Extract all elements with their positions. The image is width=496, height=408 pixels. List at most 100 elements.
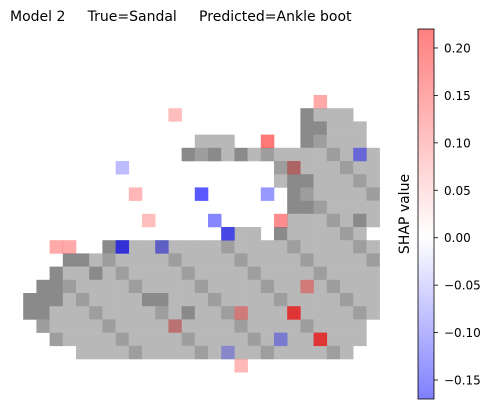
image-pixel <box>221 345 235 360</box>
image-pixel <box>340 174 354 188</box>
image-pixel <box>260 319 275 333</box>
image-pixel <box>142 345 156 360</box>
image-pixel <box>260 332 275 347</box>
image-pixel <box>142 306 156 320</box>
image-pixel <box>155 279 169 294</box>
image-pixel <box>142 319 156 333</box>
image-pixel <box>181 266 196 281</box>
image-pixel <box>353 266 367 281</box>
image-pixel <box>300 253 314 267</box>
shap-pixel <box>208 213 222 228</box>
image-pixel <box>313 319 328 333</box>
image-pixel <box>23 293 37 307</box>
image-pixel <box>62 319 77 333</box>
colorbar-tick-label: −0.10 <box>444 326 481 340</box>
image-pixel <box>300 306 314 320</box>
image-pixel <box>366 306 380 320</box>
image-pixel <box>260 266 275 281</box>
image-pixel <box>300 332 314 347</box>
image-pixel <box>300 161 314 175</box>
image-pixel <box>208 293 222 307</box>
image-pixel <box>326 108 341 122</box>
image-pixel <box>247 306 262 320</box>
image-pixel <box>353 147 367 162</box>
image-pixel <box>287 279 301 294</box>
image-pixel <box>247 240 262 254</box>
image-pixel <box>142 240 156 254</box>
image-pixel <box>353 227 367 241</box>
image-pixel <box>168 345 182 360</box>
image-pixel <box>287 174 301 188</box>
colorbar-tick-label: −0.15 <box>444 374 481 388</box>
image-pixel <box>353 187 367 201</box>
image-pixel <box>76 293 90 307</box>
image-pixel <box>353 174 367 188</box>
shap-pixel <box>49 240 64 254</box>
image-pixel <box>247 293 262 307</box>
image-pixel <box>274 161 288 175</box>
image-pixel <box>274 174 288 188</box>
image-pixel <box>128 266 143 281</box>
image-pixel <box>128 240 143 254</box>
image-pixel <box>194 240 209 254</box>
image-pixel <box>128 293 143 307</box>
shap-pixel <box>168 319 182 333</box>
image-pixel <box>260 240 275 254</box>
shap-pixel <box>300 279 314 294</box>
image-pixel <box>36 279 50 294</box>
shap-pixel <box>313 332 328 347</box>
image-pixel <box>49 319 64 333</box>
image-pixel <box>208 266 222 281</box>
image-pixel <box>194 266 209 281</box>
shap-pixel <box>115 161 130 175</box>
image-pixel <box>128 332 143 347</box>
image-pixel <box>76 266 90 281</box>
image-pixel <box>366 266 380 281</box>
image-pixel <box>313 134 328 149</box>
image-pixel <box>274 345 288 360</box>
image-pixel <box>62 279 77 294</box>
image-pixel <box>102 253 116 267</box>
image-pixel <box>155 266 169 281</box>
image-pixel <box>274 319 288 333</box>
image-pixel <box>234 279 248 294</box>
image-pixel <box>221 240 235 254</box>
image-pixel <box>76 253 90 267</box>
image-pixel <box>247 227 262 241</box>
image-pixel <box>221 319 235 333</box>
shap-pixel <box>287 161 301 175</box>
colorbar-tick-label: 0.00 <box>444 231 471 245</box>
image-pixel <box>313 108 328 122</box>
colorbar-tick-label: 0.05 <box>444 184 471 198</box>
image-pixel <box>89 293 103 307</box>
image-pixel <box>353 306 367 320</box>
image-pixel <box>181 240 196 254</box>
shap-pixel <box>168 108 182 122</box>
image-pixel <box>353 293 367 307</box>
image-pixel <box>326 161 341 175</box>
image-pixel <box>340 108 354 122</box>
image-pixel <box>49 293 64 307</box>
image-pixel <box>340 161 354 175</box>
shap-pixel <box>62 240 77 254</box>
image-pixel <box>287 266 301 281</box>
shap-pixel <box>115 240 130 254</box>
image-pixel <box>313 227 328 241</box>
image-pixel <box>208 253 222 267</box>
image-pixel <box>326 345 341 360</box>
image-pixel <box>313 306 328 320</box>
image-pixel <box>353 200 367 215</box>
image-pixel <box>181 279 196 294</box>
image-pixel <box>102 332 116 347</box>
image-pixel <box>340 293 354 307</box>
image-pixel <box>247 147 262 162</box>
image-pixel <box>313 253 328 267</box>
image-pixel <box>234 240 248 254</box>
image-pixel <box>313 279 328 294</box>
image-pixel <box>234 147 248 162</box>
image-pixel <box>234 266 248 281</box>
shap-pixel <box>194 187 209 201</box>
image-pixel <box>287 253 301 267</box>
image-pixel <box>313 293 328 307</box>
shap-pixel <box>155 240 169 254</box>
